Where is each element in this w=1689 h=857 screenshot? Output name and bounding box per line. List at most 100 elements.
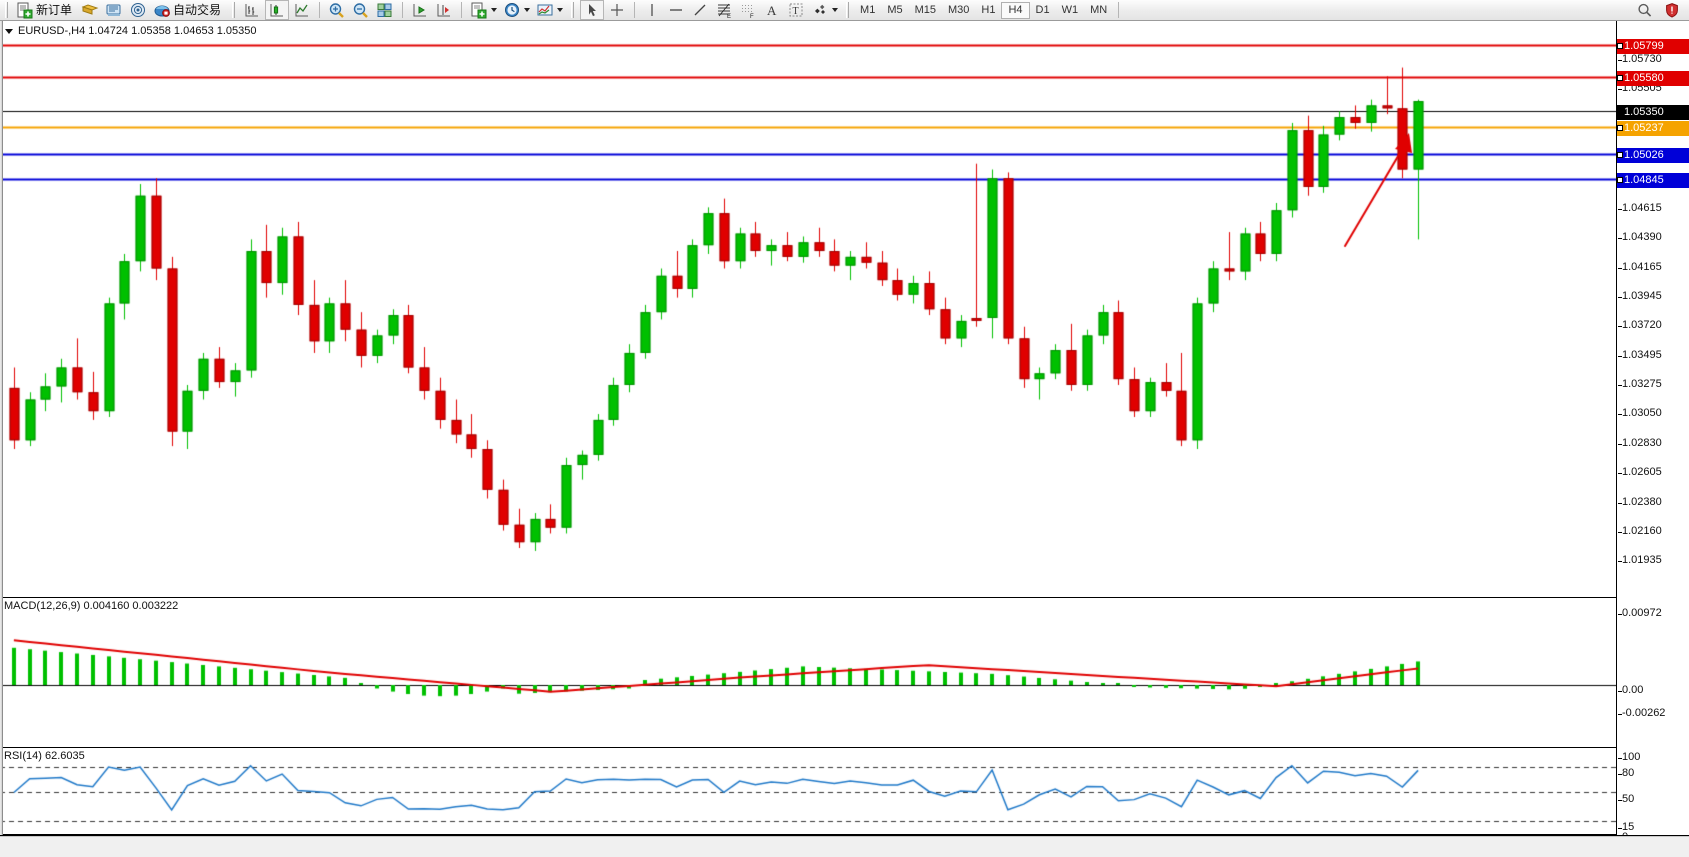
macd-canvas[interactable] [0,599,1616,747]
chevron-down-icon[interactable] [524,8,531,12]
zoom-in-button[interactable] [326,0,348,20]
chart-window[interactable]: EURUSD-,H4 1.04724 1.05358 1.04653 1.053… [0,21,1689,857]
price-axis[interactable]: 1.05730 1.05505 1.04615 1.04390 1.04165 1.039… [1616,21,1689,843]
new-order-button[interactable]: 新订单 [14,0,77,20]
auto-scroll-icon [437,3,451,16]
fibonacci-button[interactable]: E [713,0,735,20]
channel-icon: F [742,4,754,19]
chart-shift-button[interactable] [409,0,431,20]
candlestick-chart-button[interactable] [265,0,290,20]
timeframe-m1[interactable]: M1 [860,3,876,16]
horizontal-line-button[interactable] [665,0,687,20]
chart-header-label: EURUSD-,H4 1.04724 1.05358 1.04653 1.053… [18,25,257,37]
shield-icon [1666,2,1678,18]
fibonacci-icon: E [718,3,731,19]
rsi-pane[interactable]: RSI(14) 62.6035 [0,749,1616,835]
new-chart-icon [471,2,487,18]
horizontal-line-icon [670,8,683,11]
timeframe-w1[interactable]: W1 [1061,3,1079,16]
bar-chart-button[interactable] [241,0,263,20]
chart-shift-icon [413,3,427,16]
toolbar-grip-3[interactable] [571,2,575,18]
price-tag[interactable]: 1.05237 [1617,121,1689,136]
toolbar-separator-5 [1118,2,1120,18]
tile-windows-button[interactable] [374,0,396,20]
autotrading-label: 自动交易 [173,3,222,17]
price-tag[interactable]: 1.04845 [1617,173,1689,188]
price-tag[interactable]: 1.05026 [1617,148,1689,163]
macd-pane[interactable]: MACD(12,26,9) 0.004160 0.003222 [0,599,1616,748]
price-tick: 1.02160 [1618,525,1662,537]
price-tick: 1.03275 [1618,378,1662,390]
price-tick: 1.04390 [1618,231,1662,243]
text-button[interactable]: T [785,0,807,20]
new-chart-button[interactable] [468,0,499,20]
text-icon: T [789,3,803,17]
price-tag[interactable]: 1.05799 [1617,39,1689,54]
vertical-line-button[interactable] [641,0,663,20]
timeframe-m5[interactable]: M5 [887,3,903,16]
crosshair-icon [611,3,624,16]
level-handle[interactable] [1617,75,1623,81]
status-strip [0,836,1689,857]
level-handle[interactable] [1617,125,1623,131]
signals-button[interactable] [127,0,149,20]
toolbar-grip-4[interactable] [846,2,850,18]
chart-menu-arrow-icon[interactable] [5,29,13,34]
timeframe-group: M1 M5 M15 M30 H1 H4 D1 W1 MN [854,1,1113,19]
price-candles-canvas[interactable] [0,21,1616,597]
new-order-icon [17,2,33,18]
cursor-button[interactable] [580,0,605,20]
level-handle[interactable] [1617,152,1623,158]
search-icon [1638,3,1652,17]
timeframe-m30[interactable]: M30 [948,3,970,16]
auto-scroll-button[interactable] [433,0,455,20]
folder-button[interactable] [79,0,101,20]
price-pane[interactable]: EURUSD-,H4 1.04724 1.05358 1.04653 1.053… [0,21,1616,598]
svg-text:F: F [750,14,754,19]
autotrading-button[interactable]: 自动交易 [151,0,226,20]
price-tick: 1.04165 [1618,261,1662,273]
svg-text:T: T [793,6,799,17]
text-label-button[interactable]: A [761,0,783,20]
rsi-tick: 50 [1617,793,1635,805]
channel-button[interactable]: F [737,0,759,20]
level-handle[interactable] [1617,43,1623,49]
security-button[interactable] [1661,0,1683,20]
price-tag[interactable]: 1.05350 [1617,105,1689,120]
trendline-button[interactable] [689,0,711,20]
bar-chart-icon [245,3,259,16]
line-chart-button[interactable] [291,0,313,20]
timeframe-m15[interactable]: M15 [914,3,936,16]
period-button[interactable] [501,0,532,20]
window-left-border [0,21,3,835]
price-tag[interactable]: 1.05580 [1617,71,1689,86]
timeframe-h1[interactable]: H1 [981,3,996,16]
level-handle[interactable] [1617,177,1623,183]
chevron-down-icon[interactable] [557,8,564,12]
clock-icon [505,2,520,17]
price-tick: 1.02380 [1618,496,1662,508]
zoom-out-button[interactable] [350,0,372,20]
toolbar-grip[interactable] [5,2,8,18]
macd-label: MACD(12,26,9) 0.004160 0.003222 [4,600,179,612]
timeframe-h4[interactable]: H4 [1001,1,1030,19]
rsi-canvas[interactable] [0,749,1616,834]
toolbar-grip-2[interactable] [232,2,236,18]
toolbar-separator-3 [461,2,463,18]
chevron-down-icon[interactable] [491,8,498,12]
shapes-button[interactable] [809,0,840,20]
timeframe-mn[interactable]: MN [1090,3,1108,16]
zoom-out-icon [353,2,368,18]
indicators-icon [537,4,553,15]
crosshair-button[interactable] [606,0,628,20]
autotrading-icon [154,5,170,17]
timeframe-d1[interactable]: D1 [1035,3,1050,16]
text-label-icon: A [767,3,777,18]
rsi-tick: 100 [1617,751,1641,763]
zoom-in-icon [329,2,344,18]
search-button[interactable] [1634,0,1656,20]
chevron-down-icon[interactable] [832,8,839,12]
terminal-button[interactable] [103,0,125,20]
indicators-button[interactable] [534,0,565,20]
